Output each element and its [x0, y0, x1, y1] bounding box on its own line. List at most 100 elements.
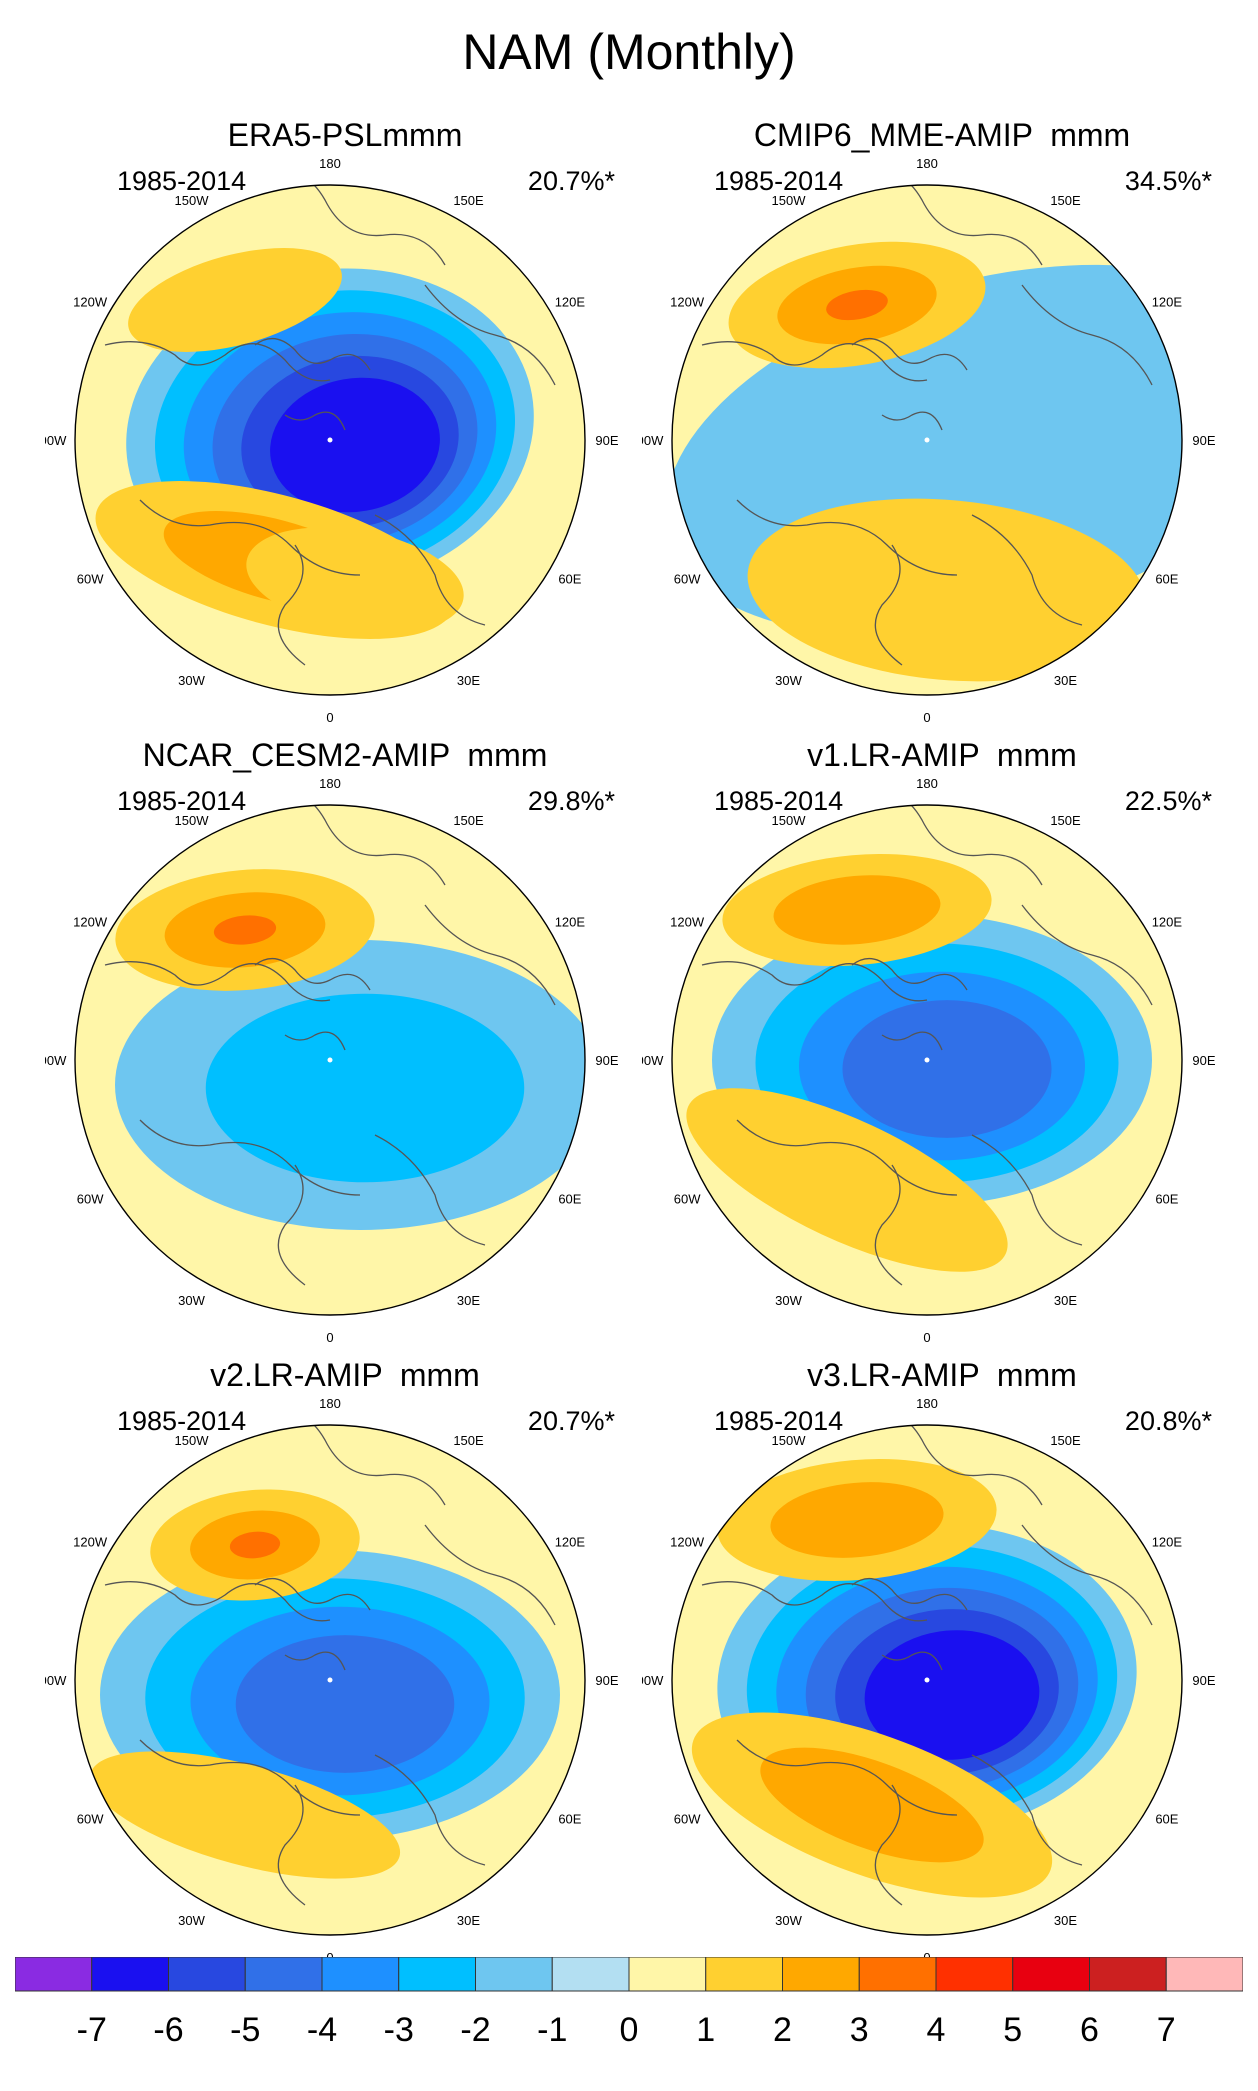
coastline	[254, 958, 371, 991]
polar-low-level--6	[270, 377, 440, 513]
longitude-label: 180	[916, 1396, 938, 1411]
coastline	[284, 1651, 346, 1671]
longitude-label: 180	[319, 156, 341, 171]
longitude-label: 150W	[175, 193, 210, 208]
map-field	[75, 1425, 585, 1935]
longitude-label: 90E	[595, 1053, 618, 1068]
longitude-label: 120E	[555, 915, 586, 930]
panel-period: 1985-2014	[714, 166, 844, 196]
longitude-label: 90W	[45, 433, 67, 448]
colorbar-swatch	[321, 1957, 400, 1992]
polar-map: 180150E120E90E60E30E030W60W90W120W150W	[642, 776, 1216, 1345]
coastline	[254, 1578, 371, 1611]
map-panel: 180 150E 120E 90E 60E 30E 0 30W 60W 90W 120W 150W NC…	[45, 735, 645, 1345]
coastline	[104, 341, 331, 382]
atlantic-high-level-2	[89, 1751, 401, 1879]
longitude-label: 90W	[45, 1053, 67, 1068]
coastline	[791, 805, 1043, 886]
colorbar-swatch	[782, 1957, 860, 1992]
coastline	[701, 961, 928, 1002]
longitude-label: 30W	[775, 1293, 802, 1308]
longitude-label: 150W	[175, 1433, 210, 1448]
coastline	[194, 1425, 446, 1506]
map-border	[671, 1424, 1183, 1936]
coastline	[424, 904, 556, 1006]
pole-marker	[924, 1677, 930, 1683]
coastline	[194, 185, 446, 266]
coastline	[277, 1784, 306, 1906]
longitude-label: 120E	[1152, 915, 1183, 930]
longitude-label: 30W	[178, 673, 205, 688]
panel-period: 1985-2014	[117, 166, 247, 196]
colorbar-label: 7	[1157, 2011, 1176, 2049]
longitude-label: 120E	[1152, 295, 1183, 310]
map-field	[75, 185, 585, 695]
colorbar-swatch	[1089, 1957, 1167, 1992]
pacific-high-level-3	[770, 1482, 944, 1558]
pole-marker	[327, 1057, 333, 1063]
coastline	[874, 1164, 903, 1286]
coastline	[881, 1651, 943, 1671]
panel-period: 1985-2014	[714, 1406, 844, 1436]
coastline	[254, 338, 371, 371]
panel-explained-variance: 20.8%*	[1124, 1406, 1212, 1436]
map-border	[74, 1424, 586, 1936]
colorbar-label: 0	[620, 2011, 639, 2049]
map-field	[672, 805, 1182, 1315]
coastline	[881, 1031, 943, 1051]
longitude-label: 120W	[670, 915, 705, 930]
map-field	[672, 185, 1182, 695]
longitude-label: 90E	[1192, 1053, 1215, 1068]
colorbar-swatch	[551, 1957, 630, 1992]
longitude-label: 180	[916, 776, 938, 791]
longitude-label: 150W	[175, 813, 210, 828]
coastline	[1021, 284, 1153, 386]
panel-period: 1985-2014	[714, 786, 844, 816]
panel-explained-variance: 22.5%*	[1124, 786, 1212, 816]
coastline	[139, 1119, 361, 1196]
polar-map: 180150E120E90E60E30E030W60W90W120W150W	[642, 1396, 1216, 1965]
longitude-label: 150W	[772, 813, 807, 828]
polar-low-level--4	[235, 1635, 455, 1773]
coastline	[971, 1754, 1083, 1866]
map-border	[671, 804, 1183, 1316]
panel-period: 1985-2014	[117, 786, 247, 816]
coastline	[701, 341, 928, 382]
panel-explained-variance: 34.5%*	[1124, 166, 1212, 196]
coastline	[874, 544, 903, 666]
longitude-label: 120E	[1152, 1535, 1183, 1550]
longitude-label: 60E	[558, 572, 581, 587]
longitude-label: 30E	[457, 1913, 480, 1928]
map-panel: 180150E120E90E60E30E030W60W90W120W150Wv3…	[642, 1355, 1242, 1965]
longitude-label: 0	[326, 1330, 333, 1345]
map-field	[75, 805, 585, 1315]
coastline	[736, 1119, 958, 1196]
colorbar-label: -5	[230, 2011, 260, 2049]
coastline	[791, 185, 1043, 266]
longitude-label: 30E	[1054, 673, 1077, 688]
atlantic-high-level-2	[686, 1088, 1008, 1272]
longitude-label: 150E	[453, 193, 484, 208]
longitude-label: 30W	[178, 1293, 205, 1308]
colorbar-swatch	[1165, 1957, 1243, 1992]
colorbar-label: 2	[773, 2011, 792, 2049]
coastline	[194, 805, 446, 886]
coastline	[284, 1031, 346, 1051]
longitude-label: 90W	[642, 433, 664, 448]
longitude-label: 30W	[178, 1913, 205, 1928]
longitude-label: 60W	[77, 1812, 104, 1827]
pacific-high-level-4	[826, 289, 888, 321]
colorbar-swatch	[935, 1957, 1014, 1992]
longitude-label: 60W	[77, 572, 104, 587]
colorbar-swatch	[91, 1957, 169, 1992]
map-field	[672, 1425, 1182, 1935]
colorbar-label: -7	[77, 2011, 107, 2049]
longitude-label: 60W	[674, 572, 701, 587]
coastline	[139, 1739, 361, 1816]
polar-map: 180150E120E90E60E30E030W60W90W120W150W	[642, 156, 1216, 725]
colorbar-swatch	[168, 1957, 246, 1992]
longitude-label: 120W	[670, 295, 705, 310]
longitude-label: 90E	[595, 1673, 618, 1688]
longitude-label: 30W	[775, 1913, 802, 1928]
panel-title: ERA5-PSLmmm	[227, 117, 463, 153]
